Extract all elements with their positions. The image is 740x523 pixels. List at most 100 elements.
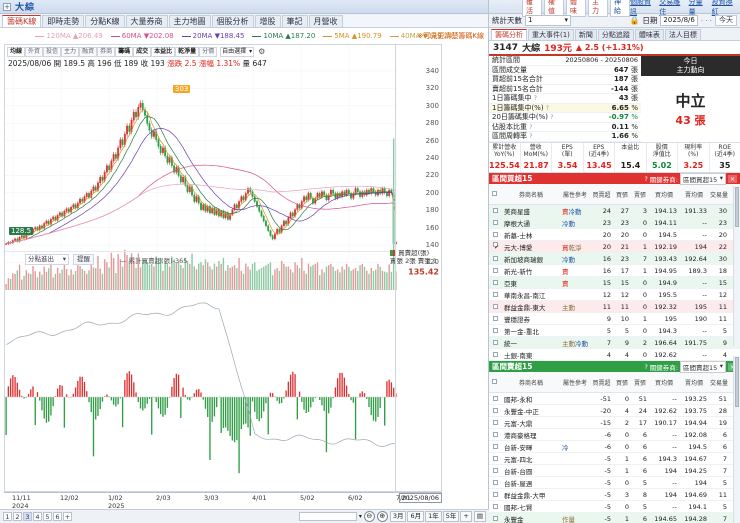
buy-col-7[interactable]: 交易量 <box>709 184 729 205</box>
sell-col-2[interactable]: 買賣超 <box>590 372 613 393</box>
left-tab-2[interactable]: 分點K線 <box>85 15 125 27</box>
header-chip-2[interactable]: 體味 <box>565 0 586 17</box>
buy-select-all[interactable] <box>489 184 502 205</box>
left-tab-7[interactable]: 筆記 <box>281 15 308 27</box>
range-1[interactable]: 6月 <box>407 511 425 522</box>
chart-style-select[interactable]: 自由選擇 ▾ <box>220 46 255 57</box>
left-tab-4[interactable]: 主力地圖 <box>168 15 211 27</box>
scrollbar-thumb[interactable] <box>735 357 739 407</box>
buy-table-scrollbar[interactable] <box>733 186 740 346</box>
page-+[interactable]: + <box>63 512 72 521</box>
chart-tool-6[interactable]: 籌碼 <box>115 46 134 57</box>
left-tab-0[interactable]: 籌碼K線 <box>2 15 42 27</box>
left-tab-5[interactable]: 個股分析 <box>211 15 254 27</box>
scrollbar-thumb[interactable] <box>735 187 739 227</box>
gear-icon[interactable]: ⚙ <box>258 46 266 56</box>
buy-col-1[interactable]: 屬性參考 <box>560 184 590 205</box>
close-icon[interactable]: × <box>728 174 737 183</box>
chart-tool-7[interactable]: 成交 <box>133 46 152 57</box>
chart-tool-8[interactable]: 本益比 <box>151 46 176 57</box>
today-button[interactable]: 今天 <box>715 15 737 26</box>
date-input[interactable]: 2025/8/6 <box>660 15 698 26</box>
chart-tool-2[interactable]: 投信 <box>43 46 62 57</box>
close-icon[interactable]: × <box>728 362 737 371</box>
sell-table-scrollbar[interactable] <box>733 356 740 523</box>
hint-icon[interactable]: ? <box>644 174 648 183</box>
sell-col-1[interactable]: 屬性參考 <box>560 372 590 393</box>
more-icon[interactable]: ▤ <box>473 511 486 522</box>
range-3[interactable]: 5年 <box>442 511 460 522</box>
price-chart[interactable]: 均線 外資 投信 主力 融資 券商 籌碼 成交 本益比 乾淨量 分價 自由選擇 ▾ ⚙ 2025/08/0… <box>4 44 442 492</box>
buy-col-3[interactable]: 買張 <box>613 184 631 205</box>
chart-tool-4[interactable]: 融資 <box>79 46 98 57</box>
expand-icon[interactable]: + <box>3 2 11 11</box>
sell-keyword-select[interactable]: 區間賣超15 ▾ <box>680 360 726 373</box>
header-link-0[interactable]: 個股資訊 <box>629 0 651 16</box>
buy-keyword-select[interactable]: 區間買超15 ▾ <box>680 172 726 185</box>
chart-tool-3[interactable]: 主力 <box>61 46 80 57</box>
sell-col-4[interactable]: 賣張 <box>631 372 649 393</box>
sell-col-5[interactable]: 買均價 <box>649 372 679 393</box>
table-row[interactable]: 台新-安暉冷-606--194.561 <box>489 440 740 453</box>
chart-tool-10[interactable]: 分價 <box>199 46 218 57</box>
header-chip-4[interactable]: 神給 <box>609 0 630 17</box>
chart-tool-0[interactable]: 均線 <box>7 46 26 57</box>
days-select[interactable]: 1 ▾ <box>525 15 571 26</box>
left-tab-8[interactable]: 月營收 <box>308 15 343 27</box>
page-2[interactable]: 2 <box>13 512 22 521</box>
page-3[interactable]: 3 <box>23 512 32 521</box>
sell-col-7[interactable]: 交易量 <box>709 372 729 393</box>
sell-col-6[interactable]: 賣均價 <box>679 372 709 393</box>
sell-col-3[interactable]: 買張 <box>613 372 631 393</box>
chart-tool-9[interactable]: 乾淨量 <box>175 46 200 57</box>
page-5[interactable]: 5 <box>43 512 52 521</box>
table-row[interactable]: 台新-屋週-505--19450 <box>489 476 740 489</box>
buy-col-5[interactable]: 買均價 <box>649 184 679 205</box>
buy-col-2[interactable]: 買賣超 <box>590 184 613 205</box>
right-tab-4[interactable]: 體味表 <box>634 29 664 40</box>
right-tab-5[interactable]: 法人目標 <box>664 29 701 40</box>
left-tab-1[interactable]: 即時走勢 <box>42 15 85 27</box>
hint-icon[interactable]: ? <box>644 362 648 371</box>
chart-tool-5[interactable]: 券商 <box>97 46 116 57</box>
header-link-1[interactable]: 交易雕住 <box>659 0 681 16</box>
header-link-3[interactable]: 投資換紅 <box>711 0 733 16</box>
right-tab-1[interactable]: 重大事件(1) <box>528 29 574 40</box>
date-stepper[interactable]: · · · <box>700 16 712 25</box>
alert-button[interactable]: 提醒 <box>73 254 94 265</box>
range-2[interactable]: 1年 <box>425 511 442 522</box>
right-tab-2[interactable]: 新聞 <box>574 29 597 40</box>
chevron-down-icon[interactable]: ▾ <box>358 513 362 520</box>
header-chip-3[interactable]: 主力 <box>587 0 608 17</box>
buy-col-4[interactable]: 賣張 <box>631 184 649 205</box>
sub-panel-select[interactable]: 分點進出 ▾ <box>25 254 69 265</box>
left-tab-6[interactable]: 增股 <box>254 15 281 27</box>
buy-col-0[interactable]: 券商名稱 <box>502 184 560 205</box>
right-tab-0[interactable]: 籌碼分析 <box>491 29 527 40</box>
zoom-out-icon[interactable]: ⊖ <box>363 511 375 522</box>
left-tab-3[interactable]: 大量券商 <box>125 15 168 27</box>
table-row[interactable]: 港商豪格理-606--192.0860 <box>489 428 740 441</box>
sell-col-0[interactable]: 券商名稱 <box>502 372 560 393</box>
right-tab-3[interactable]: 分點追蹤 <box>597 29 634 40</box>
range-4[interactable]: + <box>460 511 472 522</box>
zoom-in-icon[interactable]: ⊕ <box>376 511 388 522</box>
zoom-input[interactable] <box>298 512 357 521</box>
page-4[interactable]: 4 <box>33 512 42 521</box>
page-1[interactable]: 1 <box>3 512 12 521</box>
header-link-2[interactable]: 分量量 <box>688 0 703 16</box>
